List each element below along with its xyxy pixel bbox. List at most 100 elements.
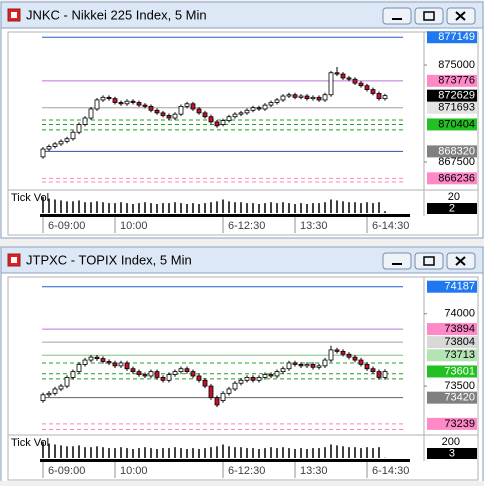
candle-body <box>82 117 88 125</box>
y-tick-label: 74000 <box>444 308 475 320</box>
candle-body <box>214 121 220 127</box>
candle-body <box>178 105 184 115</box>
maximize-glyph <box>423 11 435 21</box>
candle-body <box>100 96 106 101</box>
candle-body <box>160 112 166 116</box>
volume-baseline <box>40 459 410 462</box>
candle-body <box>220 120 226 125</box>
volume-baseline <box>40 214 410 217</box>
candle-body <box>286 94 292 97</box>
candle-body <box>184 368 190 373</box>
y-tick-label: 875000 <box>438 59 475 71</box>
candle-body <box>142 104 148 107</box>
minimize-button[interactable] <box>382 7 412 25</box>
candle-body <box>136 371 142 375</box>
maximize-button[interactable] <box>414 252 444 270</box>
price-tag-label: 873776 <box>438 75 475 87</box>
plot-frame <box>7 31 479 236</box>
candle-body <box>208 385 214 399</box>
candle-body <box>64 377 70 387</box>
price-tag-label: 877149 <box>438 31 475 43</box>
candle-body <box>154 109 160 114</box>
candle-body <box>346 77 352 80</box>
candle-body <box>328 72 334 96</box>
candle-body <box>130 368 136 373</box>
candle-body <box>238 112 244 115</box>
last-price-label: 872629 <box>438 90 475 102</box>
candle-body <box>286 362 292 370</box>
candle-body <box>118 362 124 367</box>
x-tick-label: 6-09:00 <box>48 220 85 232</box>
candle-body <box>364 363 370 370</box>
candle-body <box>328 349 334 361</box>
y-tick-label: 867500 <box>438 156 475 168</box>
candle-body <box>88 108 94 119</box>
candle-body <box>316 365 322 368</box>
candle-body <box>136 102 142 106</box>
price-tag-label: 866236 <box>438 172 475 184</box>
candle-body <box>76 363 82 373</box>
candle-body <box>256 107 262 110</box>
last-volume-tag <box>427 203 477 214</box>
candle-body <box>70 371 76 378</box>
maximize-button[interactable] <box>414 7 444 25</box>
candle-body <box>142 374 148 377</box>
candle-body <box>76 124 82 133</box>
candle-body <box>202 112 208 118</box>
x-tick-label: 13:30 <box>300 220 328 232</box>
candle-body <box>46 392 52 396</box>
candle-body <box>370 89 376 94</box>
candle-body <box>232 382 238 390</box>
price-tag-label: 73239 <box>444 418 475 430</box>
volume-label: Tick Vol <box>11 437 49 449</box>
candle-body <box>106 361 112 364</box>
candle-body <box>148 105 154 111</box>
candle-body <box>334 72 340 75</box>
candle-body <box>298 95 304 98</box>
candle-body <box>322 359 328 367</box>
candle-body <box>322 94 328 101</box>
candle-body <box>310 96 316 100</box>
x-tick-label: 6-14:30 <box>372 220 409 232</box>
price-tag <box>427 101 477 114</box>
candle-body <box>178 368 184 373</box>
candle-body <box>268 102 274 106</box>
last-volume-label: 3 <box>449 447 455 459</box>
candle-body <box>262 104 268 110</box>
candle-body <box>226 388 232 394</box>
candle-body <box>154 371 160 378</box>
price-tag-label: 870404 <box>438 118 475 130</box>
candle-body <box>196 108 202 114</box>
window-title: JNKC - Nikkei 225 Index, 5 Min <box>26 7 207 22</box>
candle-body <box>346 353 352 358</box>
candle-body <box>340 73 346 79</box>
candle-body <box>280 95 286 101</box>
candle-body <box>232 113 238 118</box>
window-icon-inner <box>11 12 17 18</box>
last-volume-tag <box>427 448 477 459</box>
candle-body <box>88 356 94 361</box>
candle-body <box>40 148 46 158</box>
candle-body <box>358 82 364 87</box>
minimize-button[interactable] <box>382 252 412 270</box>
price-tag <box>427 391 477 404</box>
price-tag-label: 73713 <box>444 349 475 361</box>
candle-body <box>58 140 64 145</box>
price-tag <box>427 118 477 131</box>
candle-body <box>64 138 70 142</box>
candle-body <box>304 95 310 100</box>
last-price-label: 73601 <box>444 365 475 377</box>
candle-body <box>340 350 346 355</box>
candle-body <box>226 116 232 122</box>
candle-body <box>112 98 118 103</box>
candle-body <box>184 103 190 107</box>
candle-body <box>196 375 202 381</box>
candle-body <box>208 116 214 123</box>
candle-body <box>202 379 208 387</box>
candle-body <box>124 362 130 370</box>
price-tag <box>427 145 477 158</box>
volume-tick-label: 20 <box>448 191 460 203</box>
candle-body <box>244 109 250 114</box>
candle-body <box>292 94 298 98</box>
